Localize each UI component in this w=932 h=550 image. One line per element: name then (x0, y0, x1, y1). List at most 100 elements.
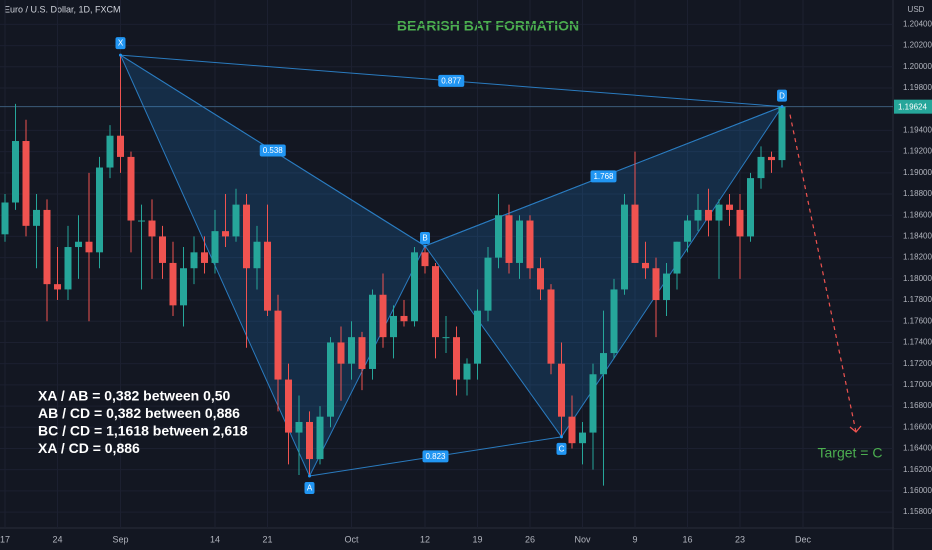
candle-body (453, 337, 460, 380)
candle-body (757, 156, 765, 179)
target-arrowhead (849, 425, 862, 433)
candle-body (442, 337, 450, 339)
pattern-point (119, 53, 122, 57)
x-tick-label: 26 (525, 534, 535, 544)
point-label: B (422, 234, 427, 243)
candle-body (579, 432, 586, 444)
candle-body (243, 204, 250, 269)
candle-body (211, 231, 219, 263)
ratio-label: 1.768 (593, 172, 614, 181)
candle-body (106, 135, 114, 168)
candle-body (495, 215, 502, 258)
candle-body (117, 135, 124, 157)
candle-body (148, 220, 156, 237)
candle-body (558, 363, 565, 417)
y-tick-label: 1.16000 (903, 486, 932, 495)
ratio-box (422, 450, 449, 463)
ratio-box (590, 170, 617, 183)
candle-body (232, 204, 240, 237)
candle-body (463, 363, 471, 380)
x-tick-label: 24 (52, 534, 62, 544)
candle-body (33, 209, 40, 226)
candle-body (778, 106, 786, 161)
candle-body (537, 268, 544, 290)
candle-body (642, 262, 649, 269)
y-tick-label: 1.17800 (903, 295, 932, 304)
candle-body (400, 315, 408, 322)
x-tick-label: 9 (632, 534, 637, 544)
y-tick-label: 1.20200 (903, 41, 932, 50)
point-box (556, 442, 567, 455)
candle-body (568, 416, 576, 444)
symbol-header: Euro / U.S. Dollar, 1D, FXCM (4, 4, 121, 14)
candle-body (22, 141, 30, 226)
x-tick-label: 14 (210, 534, 220, 544)
point-label: D (779, 91, 785, 100)
note: AB / CD = 0,382 between 0,886 (38, 405, 240, 421)
x-tick-label: Sep (112, 534, 128, 544)
y-tick-label: 1.18400 (903, 232, 932, 241)
ratio-box (259, 144, 286, 157)
x-tick-label: Oct (344, 534, 359, 544)
pattern-point (560, 435, 563, 439)
candle-body (390, 315, 397, 338)
candle-body (589, 374, 597, 433)
candle-body (1, 202, 9, 235)
y-tick-label: 1.16200 (903, 465, 932, 474)
candle-body (12, 141, 19, 203)
candle-body (369, 294, 376, 369)
candle-body (96, 167, 103, 253)
y-tick-label: 1.20000 (903, 62, 932, 71)
y-tick-label: 1.17400 (903, 338, 932, 347)
y-tick-label: 1.19000 (903, 168, 932, 177)
candle-body (337, 342, 345, 364)
candle-body (526, 220, 534, 269)
candle-body (673, 241, 681, 274)
pattern-point (423, 244, 427, 248)
candle-body (715, 204, 723, 221)
candle-body (253, 241, 261, 269)
point-box (115, 37, 126, 50)
candle-body (138, 220, 145, 222)
candle-body (600, 353, 607, 375)
currency: USD (908, 5, 925, 14)
candle-body (505, 215, 513, 263)
point-box (304, 482, 315, 495)
candle-body (726, 204, 733, 210)
candle-body (484, 257, 492, 311)
pattern-point (308, 474, 311, 478)
candle-body (705, 209, 712, 221)
note: XA / CD = 0,886 (38, 440, 140, 456)
candle-body (327, 342, 334, 417)
candle-body (432, 266, 439, 338)
x-tick-label: 19 (472, 534, 482, 544)
y-tick-label: 1.18800 (903, 189, 932, 198)
y-tick-label: 1.19400 (903, 126, 932, 135)
candle-body (547, 289, 555, 364)
candle-body (43, 209, 51, 285)
candle-body (75, 241, 82, 248)
candle-body (610, 289, 618, 354)
candle-body (411, 252, 418, 322)
candle-body (474, 310, 481, 364)
candle-body (180, 268, 187, 306)
target-arrow (789, 114, 857, 433)
y-tick-label: 1.18200 (903, 253, 932, 262)
point-label: X (118, 39, 124, 48)
candle-body (348, 337, 355, 364)
candle-body (274, 310, 282, 380)
ratio-label: 0.538 (263, 146, 284, 155)
candle-body (736, 209, 744, 237)
point-box (777, 89, 787, 102)
y-tick-label: 1.15800 (903, 507, 932, 516)
candle-body (516, 220, 523, 263)
point-box (420, 231, 430, 244)
ratio-box (438, 74, 465, 87)
y-tick-label: 1.19800 (903, 83, 932, 92)
y-tick-label: 1.17000 (903, 380, 932, 389)
candle-body (316, 416, 324, 460)
candle-body (421, 252, 429, 267)
candle-body (684, 220, 691, 242)
y-tick-label: 1.17200 (903, 359, 932, 368)
